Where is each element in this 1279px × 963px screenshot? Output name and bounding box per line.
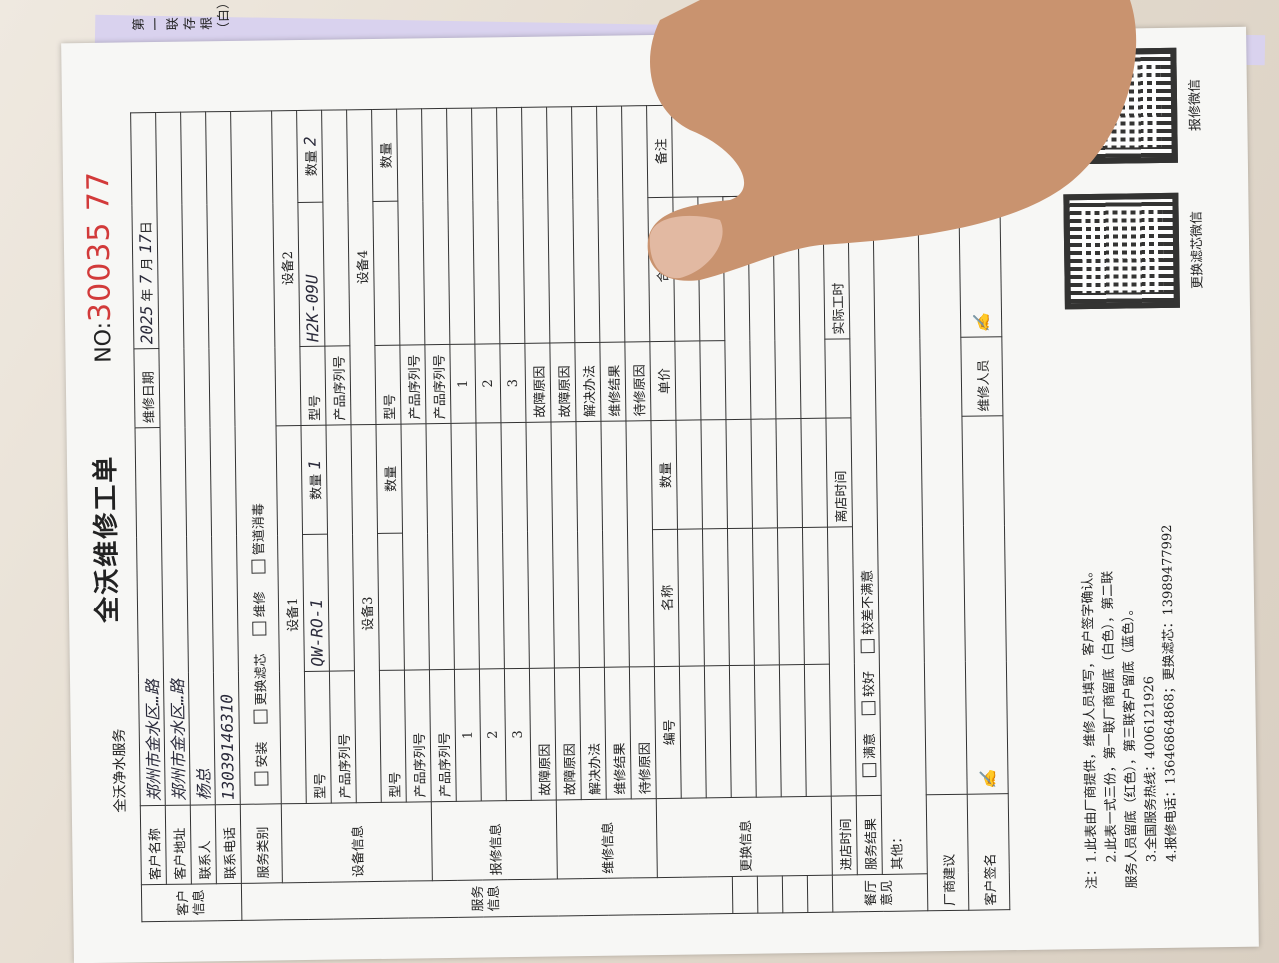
serial-label: 产品序列号: [324, 345, 351, 426]
col-total: 合计: [647, 197, 675, 342]
year-unit: 年: [140, 288, 156, 302]
col-name: 名称: [652, 529, 680, 667]
report-row-1: 1: [454, 668, 482, 802]
option-install: 安装: [254, 741, 270, 768]
cause-label: 故障原因: [529, 667, 557, 801]
repair-work-order: 全沃净水服务 全沃维修工单 NO:30035 77 第一联存根（白） 客户信息 …: [61, 0, 1259, 963]
form-title: 全沃维修工单: [90, 454, 124, 623]
serial-label: 产品序列号: [329, 670, 357, 804]
copy-label: 第一联存根（白）: [131, 0, 233, 36]
order-table: 客户信息 客户名称 郑州市金水区…路 维修日期 2025 年 7 月 17日 客…: [130, 100, 1010, 922]
brand-name: 全沃净水服务: [111, 728, 129, 813]
phone-label: 联系电话: [215, 804, 242, 884]
model-label: 型号: [299, 346, 326, 426]
report-row-3: 3: [504, 668, 532, 801]
time-out-label: 离店时间: [825, 417, 853, 528]
option-repair: 维修: [252, 591, 268, 618]
restaurant-label: 餐厅意见: [832, 873, 928, 913]
device-label: 设备信息: [281, 801, 433, 883]
col-price: 单价: [649, 341, 676, 421]
no-value: 30035 77: [80, 170, 119, 323]
day-unit: 日: [139, 221, 155, 235]
model-label: 型号: [374, 345, 401, 425]
group-customer: 客户信息: [141, 883, 242, 922]
option-disinfect: 管道消毒: [251, 503, 267, 556]
device2-model: H2K-09U: [297, 202, 325, 347]
option-satisfied: 满意: [862, 732, 878, 760]
report-row-1: 1: [449, 344, 476, 424]
customer-name-label: 客户名称: [140, 805, 167, 885]
actual-time-label: 实际工时: [822, 194, 850, 340]
qr-code-repair[interactable]: [1061, 47, 1178, 165]
serial-label: 产品序列号: [429, 669, 457, 802]
staff-signature: ✍: [957, 100, 1002, 338]
option-good: 较好: [861, 670, 877, 698]
group-service: 服务信息: [241, 876, 733, 921]
customer-sign-label: 客户签名: [967, 793, 1010, 911]
repair-solution: 解决办法: [574, 342, 601, 422]
result-label: 服务结果: [856, 795, 883, 875]
checkbox-disinfect[interactable]: [250, 559, 266, 574]
qr-codes: 更换滤芯微信 报修微信: [1061, 37, 1225, 310]
device1-qty: 数量 1: [300, 425, 328, 535]
qty-label: 数量: [304, 150, 320, 177]
date-label: 维修日期: [133, 348, 161, 428]
repair-cause: 故障原因: [549, 342, 576, 423]
option-poor: 较差不满意: [860, 569, 876, 635]
qty-label: 数量: [375, 424, 403, 534]
repair-pending: 待修原因: [624, 341, 651, 422]
model-label: 型号: [304, 670, 332, 804]
staff-label: 维修人员: [960, 336, 1003, 417]
device1-model: QW-RO-1: [302, 534, 330, 672]
option-filter: 更换滤芯: [253, 653, 269, 706]
checkbox-satisfied[interactable]: [861, 763, 876, 778]
report-label: 报修信息: [431, 799, 558, 881]
year: 2025: [136, 305, 156, 345]
qty-value: 1: [304, 459, 324, 470]
col-no: 编号: [654, 665, 682, 799]
customer-signature: ✍: [961, 415, 1009, 795]
replace-label: 更换信息: [656, 796, 833, 878]
col-qty: 数量: [650, 420, 678, 530]
repair-result: 维修结果: [604, 666, 632, 800]
repair-result: 维修结果: [599, 342, 626, 422]
vendor-label: 厂商建议: [926, 794, 969, 911]
checkbox-install[interactable]: [253, 771, 269, 786]
contact-label: 联系人: [190, 804, 217, 885]
address-label: 客户地址: [165, 805, 192, 885]
notes: 注：1.此表由厂商提供，维修人员填写，客户签字确认。 2.此表一式三份，第一联厂…: [1075, 328, 1183, 889]
qr-label-repair: 报修微信: [1187, 78, 1204, 132]
qr-label-filter: 更换滤芯微信: [1189, 210, 1206, 290]
model-label: 型号: [379, 669, 407, 803]
cause-label: 故障原因: [524, 343, 551, 423]
checkbox-poor[interactable]: [860, 638, 875, 653]
device2-qty: 数量 2: [296, 110, 323, 203]
month-unit: 月: [139, 257, 155, 271]
serial-label: 产品序列号: [404, 669, 432, 803]
serial-label: 产品序列号: [424, 344, 451, 424]
report-row-3: 3: [499, 343, 526, 423]
checkbox-filter[interactable]: [252, 709, 268, 724]
date-value: 2025 年 7 月 17日: [130, 112, 159, 349]
col-remark: 备注: [646, 105, 673, 198]
checkbox-repair[interactable]: [251, 621, 266, 636]
repair-solution: 解决办法: [579, 667, 607, 800]
qty-label: 数量: [371, 109, 398, 202]
repair-cause: 故障原因: [554, 667, 582, 800]
time-in-label: 进店时间: [831, 795, 858, 876]
qty-value: 2: [299, 136, 320, 147]
checkbox-good[interactable]: [860, 700, 876, 716]
repair-label: 维修信息: [556, 798, 658, 879]
no-label: NO:: [91, 321, 117, 363]
serial-label: 产品序列号: [399, 344, 426, 425]
repair-pending: 待修原因: [629, 666, 657, 799]
qr-code-filter[interactable]: [1063, 192, 1180, 310]
report-row-2: 2: [479, 668, 507, 802]
qty-label: 数量: [308, 473, 325, 500]
service-type-label: 服务类别: [240, 803, 283, 884]
day: 17: [135, 234, 155, 254]
report-row-2: 2: [474, 343, 501, 424]
order-number: NO:30035 77: [81, 171, 119, 363]
month: 7: [135, 274, 156, 285]
